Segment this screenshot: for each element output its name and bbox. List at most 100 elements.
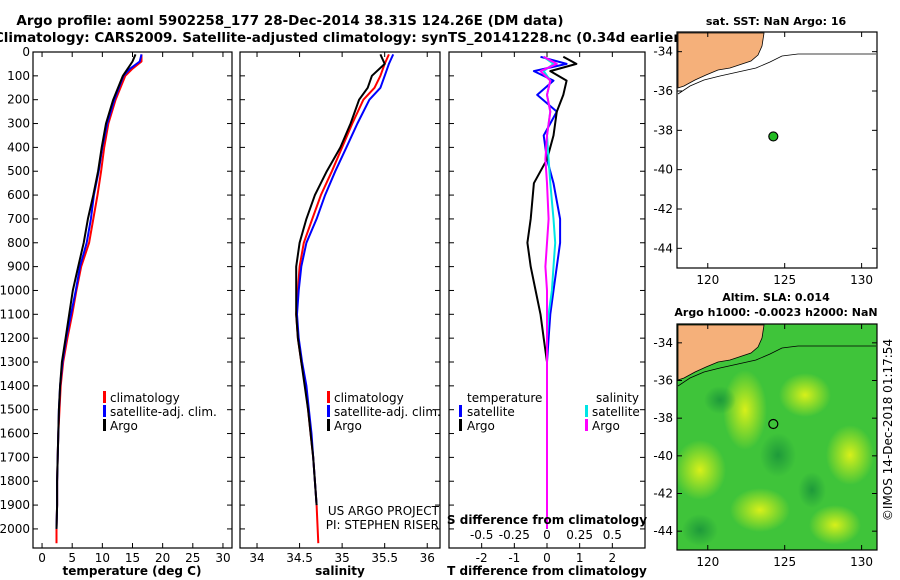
legend-swatch-clim [103,391,106,403]
figure-title-line1: Argo profile: aoml 5902258_177 28-Dec-20… [16,13,563,29]
bottom-map [676,323,878,551]
depth-tick-label: 1500 [0,403,30,417]
bottom-map-land [677,324,765,381]
map-lat-label: -34 [653,45,673,59]
depth-tick-label: 1100 [0,307,30,321]
difference-xtick-label: 0 [543,551,551,565]
legend-label-sat: satellite-adj. clim. [334,405,441,419]
depth-tick-label: 400 [7,140,30,154]
salinity-xtick-label: 34.5 [286,551,313,565]
figure-title-line2: Climatology: CARS2009. Satellite-adjuste… [0,30,686,46]
map-lon-label: 130 [850,273,873,287]
map-lat-label: -36 [653,84,673,98]
legend-swatch-argo [327,419,330,431]
depth-tick-label: 700 [7,212,30,226]
depth-tick-label: 100 [7,69,30,83]
depth-tick-label: 1200 [0,331,30,345]
top-map-land [677,32,765,89]
temperature-xtick-label: 20 [155,551,170,565]
depth-tick-label: 300 [7,117,30,131]
difference-xtick-label: 2 [609,551,617,565]
depth-tick-label: 1600 [0,427,30,441]
bottom-map-frame [676,323,878,551]
sla-blob [809,505,861,545]
legend-swatch-argo [103,419,106,431]
depth-tick-label: 1400 [0,379,30,393]
map-lat-label: -34 [653,336,673,350]
difference-top-xtick-label: -0.5 [470,528,493,542]
depth-tick-label: 1700 [0,450,30,464]
legend-label-clim: climatology [334,391,404,405]
map-lat-label: -44 [653,241,673,255]
map-lat-label: -42 [653,487,673,501]
bottom-map-title-line1: Altim. SLA: 0.014 [722,291,830,304]
difference-plot-lines [526,55,578,529]
legend-label-s-argo: Argo [592,419,620,433]
temperature-xtick-label: 5 [68,551,76,565]
legend-swatch-s-sat [585,405,588,417]
map-lat-label: -40 [653,163,673,177]
sla-blob [760,433,796,477]
sla-field [677,324,877,550]
project-annotation: US ARGO PROJECT [328,504,440,518]
bottom-map-title-line2: Argo h1000: -0.0023 h2000: NaN [674,306,877,319]
difference-top-xtick-label: -0.25 [499,528,530,542]
depth-tick-label: 600 [7,188,30,202]
temperature-xtick-label: 0 [38,551,46,565]
float-position-dot [768,418,779,430]
temperature-xtick-label: 25 [185,551,200,565]
difference-xlabel: T difference from climatology [447,564,647,578]
sla-blob [677,440,726,500]
float-position-dot [768,131,779,142]
map-lon-label: 125 [773,273,796,287]
depth-tick-label: 2000 [0,522,30,536]
legend-label-clim: climatology [110,391,180,405]
sla-blob [779,373,831,417]
map-lon-label: 120 [696,555,719,569]
difference-top-xtick-label: 0.5 [603,528,622,542]
salinity-xlabel: salinity [315,564,365,578]
depth-tick-label: 900 [7,260,30,274]
temperature-xtick-label: 10 [95,551,110,565]
temperature-series-satellite-adj-clim- [55,54,143,529]
legend-swatch-t-sat [459,405,462,417]
legend-swatch-s-argo [585,419,588,431]
temperature-series-argo [55,54,137,529]
map-lat-label: -38 [653,411,673,425]
legend-label-sat: satellite-adj. clim. [110,405,217,419]
bottom-map-depth-contour [677,345,876,387]
top-map [676,31,878,269]
legend-label-t-argo: Argo [467,419,495,433]
sla-blob [826,425,874,485]
depth-tick-label: 800 [7,236,30,250]
map-lon-label: 130 [850,555,873,569]
temperature-xlabel: temperature (deg C) [63,564,202,578]
depth-tick-label: 0 [22,45,30,59]
map-lon-label: 125 [773,555,796,569]
depth-tick-label: 1800 [0,474,30,488]
top-map-depth-contour [677,53,876,95]
depth-tick-label: 1900 [0,498,30,512]
map-lat-label: -36 [653,374,673,388]
top-map-ticks: 120 125 130 -34 -36 -38 -40 -42 -44 [653,32,877,287]
difference-xtick-label: -1 [508,551,520,565]
legend-swatch-sat [327,405,330,417]
difference-top-xtick-label: 0 [543,528,551,542]
bottom-map-float-marker [768,418,779,430]
temperature-axes: 0 5 10 15 20 25 300100200300400500600700800900… [0,45,232,565]
sla-blob [723,370,767,450]
salinity-series-argo [295,53,386,506]
salinity-plot-lines [295,53,395,544]
difference-top-xlabel: S difference from climatology [447,513,647,527]
map-lat-label: -40 [653,449,673,463]
map-lon-label: 120 [696,273,719,287]
salinity-xtick-label: 35 [334,551,349,565]
legend-swatch-t-argo [459,419,462,431]
difference-top-xtick-label: 0.25 [566,528,593,542]
difference-series-salinity-argo [539,55,558,529]
salinity-xtick-label: 36 [420,551,435,565]
temperature-plot-lines [55,54,143,544]
sla-blob [682,514,718,546]
difference-xtick-label: -2 [476,551,488,565]
